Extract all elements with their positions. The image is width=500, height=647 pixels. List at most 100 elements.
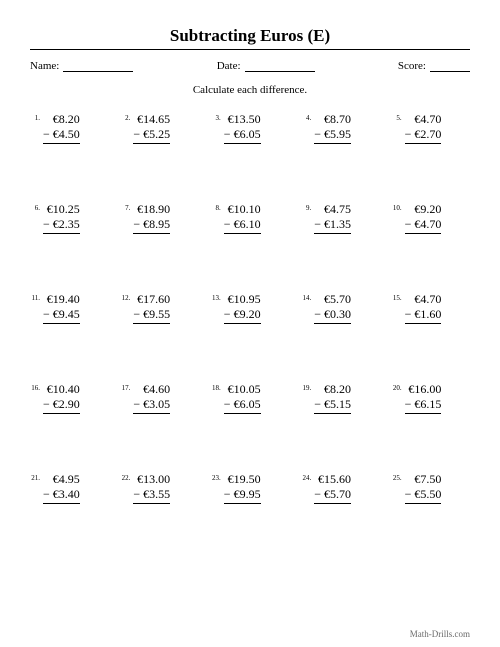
problem-number: 20. (392, 382, 402, 392)
minuend: €10.10 (224, 202, 261, 217)
problem: 24.€15.60− €5.70 (301, 472, 379, 504)
problem-number: 5. (392, 112, 402, 122)
problem-number: 14. (301, 292, 311, 302)
problem-stack: €13.00− €3.55 (133, 472, 170, 504)
problem: 18.€10.05− €6.05 (211, 382, 289, 414)
subtrahend: − €3.40 (43, 487, 80, 502)
problem: 10.€9.20− €4.70 (392, 202, 470, 234)
problem-stack: €5.70− €0.30 (314, 292, 351, 324)
problem-rule (133, 143, 170, 144)
problem-number: 23. (211, 472, 221, 482)
problem-rule (314, 323, 351, 324)
problem: 9.€4.75− €1.35 (301, 202, 379, 234)
problem-rule (133, 233, 170, 234)
minuend: €4.75 (314, 202, 351, 217)
problem-number: 24. (301, 472, 311, 482)
problem-rule (405, 413, 442, 414)
subtrahend: − €6.15 (405, 397, 442, 412)
problem-rule (43, 503, 80, 504)
minuend: €4.70 (405, 112, 442, 127)
problem-number: 11. (30, 292, 40, 302)
score-blank[interactable] (430, 61, 470, 72)
problem-number: 19. (301, 382, 311, 392)
name-blank[interactable] (63, 61, 133, 72)
problem-stack: €10.40− €2.90 (43, 382, 80, 414)
problem-number: 15. (392, 292, 402, 302)
subtrahend: − €5.95 (314, 127, 351, 142)
problem-number: 9. (301, 202, 311, 212)
problem-rule (405, 323, 442, 324)
subtrahend: − €5.50 (405, 487, 442, 502)
subtrahend: − €6.05 (224, 397, 261, 412)
minuend: €15.60 (314, 472, 351, 487)
problem-stack: €18.90− €8.95 (133, 202, 170, 234)
problem: 5.€4.70− €2.70 (392, 112, 470, 144)
instruction-text: Calculate each difference. (30, 84, 470, 96)
subtrahend: − €1.35 (314, 217, 351, 232)
subtrahend: − €3.55 (133, 487, 170, 502)
subtrahend: − €2.70 (405, 127, 442, 142)
minuend: €14.65 (133, 112, 170, 127)
subtrahend: − €5.70 (314, 487, 351, 502)
problem-stack: €4.95− €3.40 (43, 472, 80, 504)
problem-number: 12. (120, 292, 130, 302)
problem-stack: €15.60− €5.70 (314, 472, 351, 504)
minuend: €8.20 (314, 382, 351, 397)
problem: 17.€4.60− €3.05 (120, 382, 198, 414)
minuend: €16.00 (405, 382, 442, 397)
problem-rule (314, 143, 351, 144)
minuend: €13.00 (133, 472, 170, 487)
subtrahend: − €4.50 (43, 127, 80, 142)
minuend: €4.95 (43, 472, 80, 487)
minuend: €17.60 (133, 292, 170, 307)
problem-stack: €8.20− €4.50 (43, 112, 80, 144)
problem-stack: €9.20− €4.70 (405, 202, 442, 234)
subtrahend: − €9.45 (43, 307, 80, 322)
subtrahend: − €9.20 (224, 307, 261, 322)
problem-number: 4. (301, 112, 311, 122)
problem: 23.€19.50− €9.95 (211, 472, 289, 504)
problem-stack: €10.95− €9.20 (224, 292, 261, 324)
problem: 3.€13.50− €6.05 (211, 112, 289, 144)
subtrahend: − €1.60 (405, 307, 442, 322)
subtrahend: − €2.90 (43, 397, 80, 412)
subtrahend: − €6.05 (224, 127, 261, 142)
problem: 1.€8.20− €4.50 (30, 112, 108, 144)
problem-stack: €19.50− €9.95 (224, 472, 261, 504)
problem-stack: €4.60− €3.05 (133, 382, 170, 414)
problem-number: 1. (30, 112, 40, 122)
problem-rule (314, 503, 351, 504)
problem: 15.€4.70− €1.60 (392, 292, 470, 324)
name-field: Name: (30, 60, 133, 72)
minuend: €10.40 (43, 382, 80, 397)
problem-stack: €19.40− €9.45 (43, 292, 80, 324)
problem-number: 22. (120, 472, 130, 482)
problem-stack: €16.00− €6.15 (405, 382, 442, 414)
problem: 19.€8.20− €5.15 (301, 382, 379, 414)
problem-rule (405, 233, 442, 234)
problem-rule (43, 233, 80, 234)
problems-grid: 1.€8.20− €4.502.€14.65− €5.253.€13.50− €… (30, 112, 470, 504)
problem: 25.€7.50− €5.50 (392, 472, 470, 504)
problem-rule (224, 503, 261, 504)
date-blank[interactable] (245, 61, 315, 72)
problem: 13.€10.95− €9.20 (211, 292, 289, 324)
subtrahend: − €9.95 (224, 487, 261, 502)
problem-number: 3. (211, 112, 221, 122)
minuend: €10.95 (224, 292, 261, 307)
subtrahend: − €9.55 (133, 307, 170, 322)
score-label: Score: (398, 60, 426, 72)
subtrahend: − €4.70 (405, 217, 442, 232)
problem-rule (224, 323, 261, 324)
problem: 20.€16.00− €6.15 (392, 382, 470, 414)
problem: 2.€14.65− €5.25 (120, 112, 198, 144)
date-label: Date: (217, 60, 241, 72)
minuend: €4.70 (405, 292, 442, 307)
problem-stack: €13.50− €6.05 (224, 112, 261, 144)
problem-number: 16. (30, 382, 40, 392)
subtrahend: − €2.35 (43, 217, 80, 232)
score-field: Score: (398, 60, 470, 72)
page-title: Subtracting Euros (E) (30, 26, 470, 46)
problem: 21.€4.95− €3.40 (30, 472, 108, 504)
problem-stack: €14.65− €5.25 (133, 112, 170, 144)
